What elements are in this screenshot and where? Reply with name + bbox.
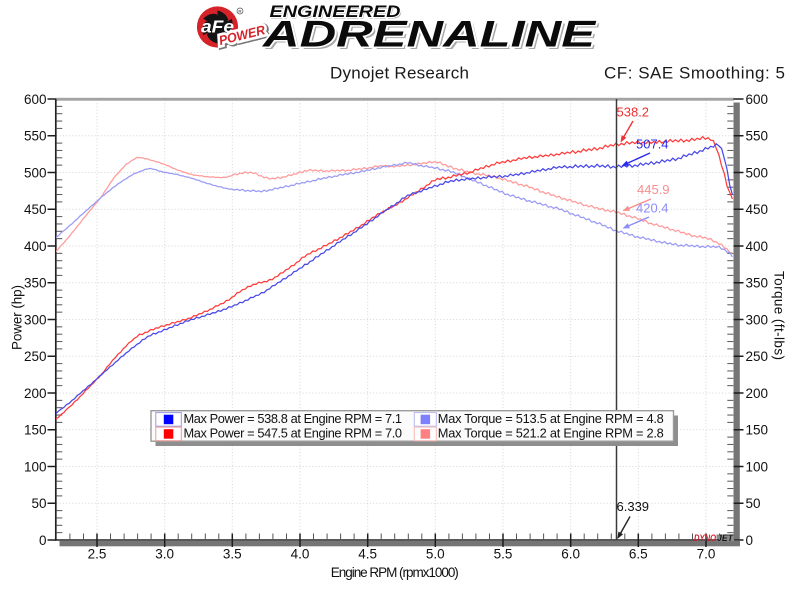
svg-text:JET: JET: [717, 533, 734, 544]
svg-text:7.0: 7.0: [697, 547, 716, 562]
svg-text:250: 250: [746, 349, 769, 364]
svg-text:300: 300: [24, 312, 47, 327]
svg-text:507.4: 507.4: [636, 137, 669, 152]
svg-text:400: 400: [746, 239, 769, 254]
svg-text:Torque (ft-lbs): Torque (ft-lbs): [772, 271, 787, 360]
svg-text:600: 600: [746, 92, 769, 107]
svg-text:3.0: 3.0: [155, 547, 174, 562]
svg-text:200: 200: [746, 386, 769, 401]
svg-text:550: 550: [746, 129, 769, 144]
svg-text:400: 400: [24, 239, 47, 254]
svg-text:ADRENALINE: ADRENALINE: [265, 16, 600, 57]
svg-text:3.5: 3.5: [223, 547, 242, 562]
svg-text:Max Torque = 521.2 at Engine R: Max Torque = 521.2 at Engine RPM = 2.8: [438, 426, 664, 441]
svg-text:Max Torque = 513.5 at Engine R: Max Torque = 513.5 at Engine RPM = 4.8: [438, 411, 664, 426]
svg-text:600: 600: [24, 92, 47, 107]
svg-text:300: 300: [746, 312, 769, 327]
svg-text:6.339: 6.339: [617, 499, 650, 514]
svg-text:6.5: 6.5: [629, 547, 648, 562]
svg-text:420.4: 420.4: [636, 201, 669, 216]
svg-text:500: 500: [24, 165, 47, 180]
svg-text:350: 350: [746, 276, 769, 291]
svg-text:350: 350: [24, 276, 47, 291]
svg-text:Max Power = 538.8 at Engine RP: Max Power = 538.8 at Engine RPM = 7.1: [184, 411, 403, 426]
svg-text:450: 450: [24, 202, 47, 217]
svg-text:5.5: 5.5: [494, 547, 513, 562]
svg-text:6.0: 6.0: [561, 547, 580, 562]
svg-text:150: 150: [746, 423, 769, 438]
svg-text:CF: SAE Smoothing: 5: CF: SAE Smoothing: 5: [604, 64, 785, 83]
svg-text:550: 550: [24, 129, 47, 144]
svg-text:ENGINEERED: ENGINEERED: [270, 3, 401, 21]
svg-text:Engine RPM (rpmx1000): Engine RPM (rpmx1000): [331, 565, 459, 580]
svg-text:445.9: 445.9: [637, 182, 670, 197]
svg-text:100: 100: [746, 459, 769, 474]
svg-text:2.5: 2.5: [88, 547, 107, 562]
svg-text:4.5: 4.5: [358, 547, 377, 562]
svg-text:ADRENALINE: ADRENALINE: [262, 14, 597, 55]
svg-text:0: 0: [746, 533, 754, 548]
svg-text:aFe: aFe: [201, 17, 234, 37]
svg-text:Dynojet Research: Dynojet Research: [330, 64, 469, 83]
svg-text:4.0: 4.0: [291, 547, 310, 562]
svg-text:50: 50: [31, 496, 46, 511]
svg-text:200: 200: [24, 386, 47, 401]
svg-text:538.2: 538.2: [617, 105, 650, 120]
svg-text:R: R: [238, 9, 242, 14]
svg-text:5.0: 5.0: [426, 547, 445, 562]
svg-text:500: 500: [746, 165, 769, 180]
svg-text:250: 250: [24, 349, 47, 364]
svg-text:Max Power = 547.5 at Engine RP: Max Power = 547.5 at Engine RPM = 7.0: [184, 426, 403, 441]
svg-text:ENGINEERED: ENGINEERED: [271, 4, 402, 22]
svg-text:0: 0: [39, 533, 47, 548]
svg-text:DYNO: DYNO: [694, 533, 716, 544]
svg-text:100: 100: [24, 459, 47, 474]
svg-text:450: 450: [746, 202, 769, 217]
svg-text:150: 150: [24, 423, 47, 438]
svg-text:50: 50: [746, 496, 761, 511]
svg-text:Power (hp): Power (hp): [10, 285, 25, 350]
